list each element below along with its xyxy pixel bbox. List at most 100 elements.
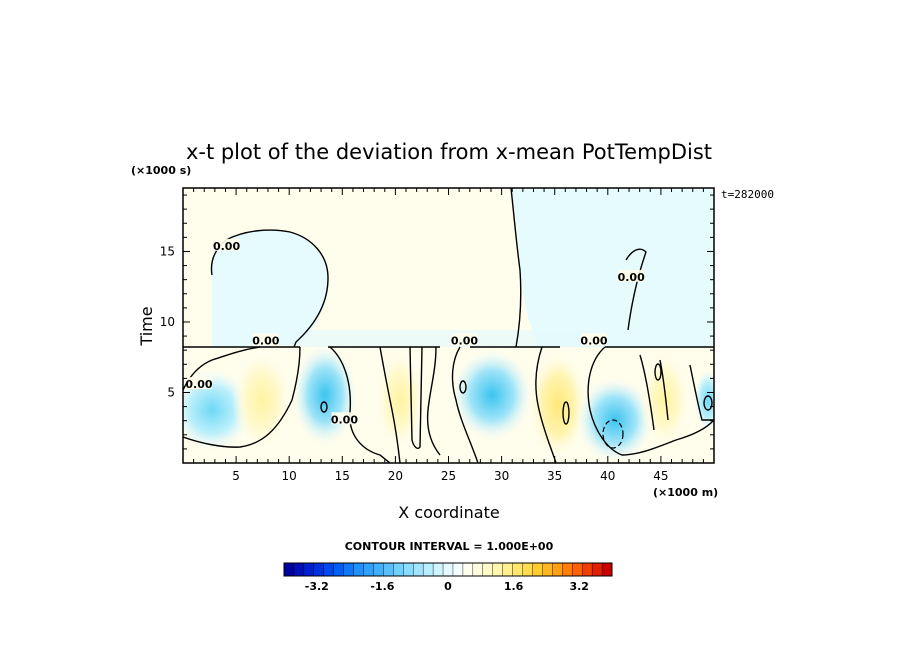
contour-label: 0.00 xyxy=(618,269,645,284)
colorbar-swatch xyxy=(442,562,454,577)
cyan-region-right xyxy=(512,188,714,347)
colorbar-tick-label: -1.6 xyxy=(370,580,394,593)
colorbar-swatch xyxy=(472,562,484,577)
contour-lower-5 xyxy=(409,346,423,449)
colorbar-swatch xyxy=(403,562,414,577)
x-tick-label: 5 xyxy=(232,469,240,483)
x-unit-label: (×1000 m) xyxy=(653,486,718,499)
contour-lower-10 xyxy=(639,354,655,431)
colorbar-tick-label: -3.2 xyxy=(305,580,329,593)
colorbar-swatch xyxy=(373,562,384,577)
colorbar-swatch xyxy=(283,562,295,577)
colorbar-swatch xyxy=(542,562,553,577)
x-tick-label: 20 xyxy=(388,469,403,483)
contour-label: 0.00 xyxy=(252,333,280,347)
negative-contour-loop xyxy=(602,419,624,449)
plot-area: 0.00 0.00 0.00 0.00 0.00 0.00 0.00 xyxy=(183,188,714,463)
colorbar-swatch xyxy=(581,562,593,577)
cyan-region-left xyxy=(212,230,329,347)
colorbar-tick-label: 1.6 xyxy=(504,580,524,593)
contour-small-loop-3 xyxy=(562,401,570,425)
contour-lower-7 xyxy=(451,346,479,463)
x-tick-label: 45 xyxy=(653,469,668,483)
x-tick-label: 10 xyxy=(282,469,297,483)
contour-lower-12 xyxy=(689,364,714,421)
contour-lower-6 xyxy=(426,346,441,456)
colorbar-swatch xyxy=(293,562,305,577)
time-stamp: t=282000 xyxy=(721,188,774,201)
svg-text:0.00: 0.00 xyxy=(185,378,212,391)
lower-yellow-mid xyxy=(375,350,425,450)
svg-text:0.00: 0.00 xyxy=(580,334,607,347)
colorbar-swatch xyxy=(601,562,613,577)
contour-lower-3 xyxy=(329,346,391,463)
colorbar-swatch xyxy=(353,562,365,577)
colorbar-swatch xyxy=(343,562,355,577)
colorbar-swatch xyxy=(313,562,325,577)
colorbar-tick-label: 0 xyxy=(444,580,452,593)
x-tick-label: 35 xyxy=(547,469,562,483)
x-tick-label: 15 xyxy=(335,469,350,483)
contour-interval-text: CONTOUR INTERVAL = 1.000E+00 xyxy=(345,540,554,553)
colorbar-swatch xyxy=(482,562,494,577)
x-tick-label: 25 xyxy=(441,469,456,483)
y-tick-label: 5 xyxy=(167,385,175,399)
x-tick-label: 40 xyxy=(600,469,615,483)
contour-label: 0.00 xyxy=(213,238,240,253)
contour-lower-2 xyxy=(183,346,301,448)
svg-text:0.00: 0.00 xyxy=(618,271,645,284)
colorbar-swatch xyxy=(452,562,464,577)
colorbar-swatch xyxy=(303,562,315,577)
colorbar-swatch xyxy=(512,562,524,577)
contour-small-loop-5 xyxy=(703,395,713,411)
contour-lower-9 xyxy=(587,346,714,456)
colorbar-swatch xyxy=(363,562,374,577)
lower-yellow-left xyxy=(232,350,292,450)
colorbar-swatch xyxy=(532,562,543,577)
colorbar-swatch xyxy=(522,562,533,577)
x-axis-label: X coordinate xyxy=(398,503,499,522)
colorbar-frame xyxy=(283,562,613,577)
contour-small-loop-1 xyxy=(320,401,328,413)
svg-text:0.00: 0.00 xyxy=(331,413,358,426)
y-tick-label: 10 xyxy=(160,315,175,329)
contour-right-top xyxy=(625,248,647,331)
lower-cyan-edge xyxy=(694,370,714,430)
colorbar-swatch xyxy=(462,562,474,577)
contour-label: 0.00 xyxy=(185,377,213,391)
lower-yellow-right xyxy=(640,352,690,448)
svg-text:0.00: 0.00 xyxy=(213,240,240,253)
colorbar-swatch xyxy=(552,562,563,577)
colorbar xyxy=(283,562,613,577)
contour-small-loop-2 xyxy=(459,380,467,394)
contour-upper-right xyxy=(510,188,522,348)
colorbar-swatch xyxy=(393,562,404,577)
chart-title: x-t plot of the deviation from x-mean Po… xyxy=(186,140,712,164)
y-tick-label: 15 xyxy=(160,244,175,258)
colorbar-swatch xyxy=(383,562,394,577)
contour-small-loop-4 xyxy=(654,363,662,381)
contour-label: 0.00 xyxy=(451,333,478,347)
colorbar-swatch xyxy=(591,562,603,577)
colorbar-swatch xyxy=(432,562,444,577)
y-axis: 5 10 15 xyxy=(160,194,714,450)
contour-label: 0.00 xyxy=(331,412,358,426)
lower-yellow-center xyxy=(528,350,588,460)
colorbar-swatch xyxy=(502,562,514,577)
contour-labels: 0.00 0.00 0.00 0.00 0.00 0.00 0.00 xyxy=(185,238,645,426)
colorbar-tick-labels: -3.2 -1.6 0 1.6 3.2 xyxy=(305,580,589,593)
x-tick-label: 30 xyxy=(494,469,509,483)
lower-cyan-center xyxy=(452,350,532,440)
contour-lower-4 xyxy=(379,346,401,463)
colorbar-swatch xyxy=(323,562,335,577)
svg-text:0.00: 0.00 xyxy=(451,334,478,347)
lower-cyan-mid xyxy=(293,345,357,445)
x-axis: 5 10 15 20 25 30 35 40 45 xyxy=(193,188,704,483)
contour-label: 0.00 xyxy=(580,333,608,347)
y-axis-label: Time xyxy=(137,306,156,346)
contour-lower-8 xyxy=(535,346,557,463)
colorbar-swatch xyxy=(572,562,583,577)
zero-contours xyxy=(183,188,714,463)
colorbar-tick-label: 3.2 xyxy=(569,580,589,593)
